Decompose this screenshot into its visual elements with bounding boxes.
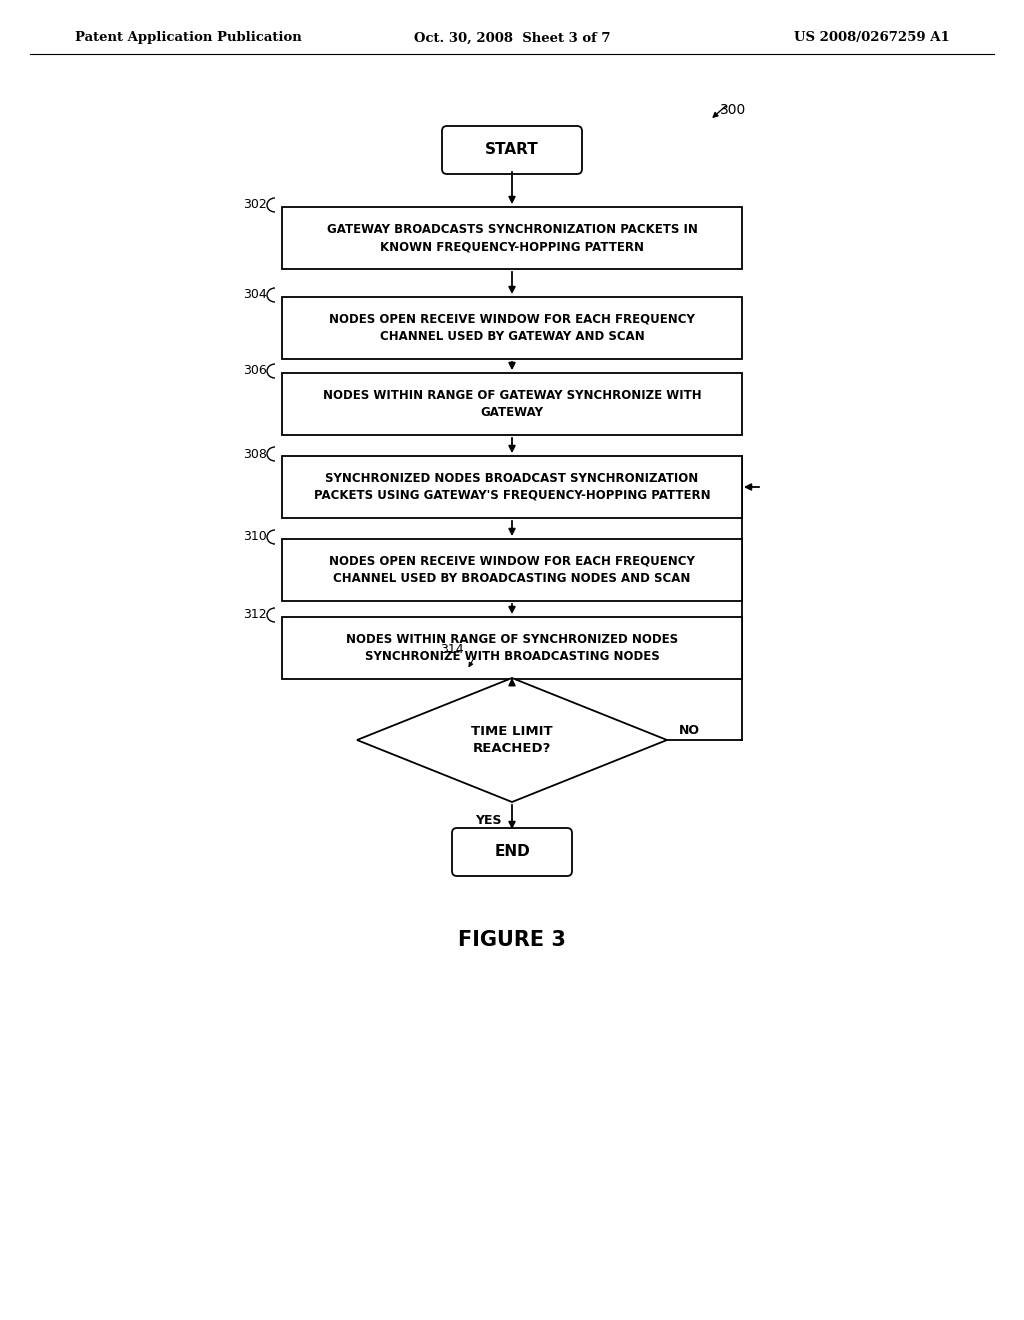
Text: 312: 312: [244, 609, 267, 622]
Text: NO: NO: [679, 723, 700, 737]
Text: 310: 310: [244, 531, 267, 544]
Text: 308: 308: [243, 447, 267, 461]
Bar: [282, 297, 742, 359]
Bar: [282, 455, 742, 517]
Text: SYNCHRONIZED NODES BROADCAST SYNCHRONIZATION
PACKETS USING GATEWAY'S FREQUENCY-H: SYNCHRONIZED NODES BROADCAST SYNCHRONIZA…: [313, 473, 711, 502]
Text: Oct. 30, 2008  Sheet 3 of 7: Oct. 30, 2008 Sheet 3 of 7: [414, 32, 610, 45]
Text: NODES WITHIN RANGE OF GATEWAY SYNCHRONIZE WITH
GATEWAY: NODES WITHIN RANGE OF GATEWAY SYNCHRONIZ…: [323, 389, 701, 418]
Text: NODES OPEN RECEIVE WINDOW FOR EACH FREQUENCY
CHANNEL USED BY GATEWAY AND SCAN: NODES OPEN RECEIVE WINDOW FOR EACH FREQU…: [329, 313, 695, 343]
Polygon shape: [357, 678, 667, 803]
Text: YES: YES: [475, 814, 502, 828]
FancyBboxPatch shape: [442, 125, 582, 174]
Text: Patent Application Publication: Patent Application Publication: [75, 32, 302, 45]
Text: END: END: [495, 845, 529, 859]
Text: 314: 314: [440, 643, 464, 656]
Text: GATEWAY BROADCASTS SYNCHRONIZATION PACKETS IN
KNOWN FREQUENCY-HOPPING PATTERN: GATEWAY BROADCASTS SYNCHRONIZATION PACKE…: [327, 223, 697, 253]
Text: TIME LIMIT
REACHED?: TIME LIMIT REACHED?: [471, 725, 553, 755]
Text: NODES WITHIN RANGE OF SYNCHRONIZED NODES
SYNCHRONIZE WITH BROADCASTING NODES: NODES WITHIN RANGE OF SYNCHRONIZED NODES…: [346, 634, 678, 663]
Text: FIGURE 3: FIGURE 3: [458, 931, 566, 950]
Text: 304: 304: [244, 289, 267, 301]
Text: START: START: [485, 143, 539, 157]
Bar: [282, 539, 742, 601]
FancyBboxPatch shape: [452, 828, 572, 876]
Text: 302: 302: [244, 198, 267, 211]
Text: 300: 300: [720, 103, 746, 117]
Text: US 2008/0267259 A1: US 2008/0267259 A1: [795, 32, 950, 45]
Bar: [282, 616, 742, 678]
Text: NODES OPEN RECEIVE WINDOW FOR EACH FREQUENCY
CHANNEL USED BY BROADCASTING NODES : NODES OPEN RECEIVE WINDOW FOR EACH FREQU…: [329, 554, 695, 585]
Text: 306: 306: [244, 364, 267, 378]
Bar: [282, 207, 742, 269]
Bar: [282, 374, 742, 436]
